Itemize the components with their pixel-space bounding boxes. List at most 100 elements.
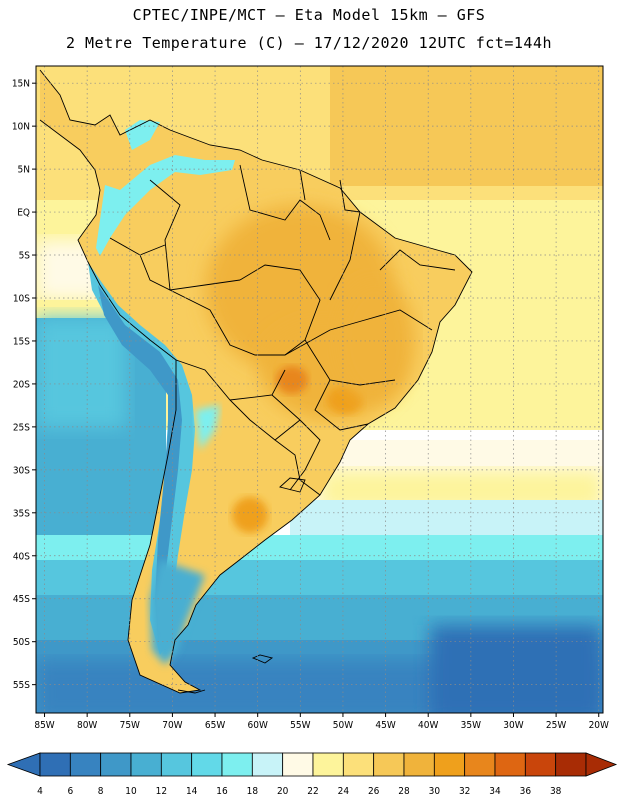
continent: [40, 70, 472, 693]
legend-label: 32: [459, 786, 470, 797]
y-axis: 15N 10N 5N EQ 5S 10S 15S 20S 25S 30S 35S 40S 45S 50S 5…: [12, 79, 36, 691]
legend-label: 24: [338, 786, 350, 797]
grid-lines: [36, 66, 603, 713]
x-tick-label: 65W: [205, 720, 225, 731]
plot-frame: [35, 65, 604, 714]
cold-strip: [125, 120, 160, 150]
coastline: [39, 69, 473, 694]
legend-label: 38: [550, 786, 562, 797]
legend-label: 34: [489, 786, 501, 797]
x-tick-label: 30W: [503, 720, 523, 731]
y-tick-label: 25S: [13, 422, 30, 433]
x-tick-label: 80W: [77, 720, 97, 731]
x-tick-label: 45W: [375, 720, 395, 731]
x-tick-label: 35W: [461, 720, 481, 731]
legend-arrow-low: [6, 752, 41, 777]
y-tick-label: 15N: [12, 79, 30, 90]
y-tick-label: 50S: [13, 637, 30, 648]
country-borders: [39, 69, 473, 694]
legend-swatch: [130, 752, 162, 777]
legend-label: 16: [216, 786, 228, 797]
legend-swatch: [555, 752, 587, 777]
legend-label: 26: [368, 786, 380, 797]
border: [339, 179, 361, 213]
cold-strip: [98, 285, 182, 640]
border: [229, 399, 301, 441]
legend-swatch: [191, 752, 223, 777]
border: [149, 179, 241, 291]
legend-swatch: [39, 752, 71, 777]
warm-region: [335, 280, 415, 400]
y-tick-label: 40S: [13, 551, 30, 562]
border: [299, 169, 306, 201]
field-band: [330, 66, 603, 186]
border: [299, 479, 321, 496]
tierra-del-fuego: [177, 689, 206, 694]
legend-label: 6: [67, 786, 73, 797]
map-area: [36, 66, 603, 713]
lagoon: [279, 477, 306, 493]
legend-label: 10: [125, 786, 137, 797]
legend-swatch: [160, 752, 193, 777]
legend-label: 14: [186, 786, 198, 797]
legend-label: 12: [156, 786, 167, 797]
y-tick-label: EQ: [17, 208, 30, 219]
border: [329, 211, 361, 301]
legend-swatch: [403, 752, 435, 777]
x-tick-label: 20W: [589, 720, 609, 731]
border: [274, 439, 301, 481]
y-tick-label: 35S: [13, 508, 30, 519]
x-tick-label: 60W: [248, 720, 268, 731]
legend-swatch: [494, 752, 526, 777]
legend-swatch: [282, 752, 314, 777]
y-tick-label: 10S: [13, 293, 30, 304]
legend-label: 20: [277, 786, 289, 797]
legend-label: 36: [520, 786, 532, 797]
y-tick-label: 15S: [13, 336, 30, 347]
hot-spot: [276, 366, 308, 394]
legend-swatch: [524, 752, 557, 777]
hot-spot: [232, 497, 268, 533]
cold-strip: [150, 560, 205, 665]
x-tick-label: 55W: [290, 720, 310, 731]
chart-subtitle: 2 Metre Temperature (C) – 17/12/2020 12U…: [65, 34, 553, 52]
land-shape: [40, 70, 472, 693]
legend-swatch: [69, 752, 102, 777]
legend-swatch: [342, 752, 375, 777]
x-tick-label: 85W: [34, 720, 54, 731]
legend-swatch: [100, 752, 132, 777]
legend-label: 28: [398, 786, 410, 797]
border: [304, 339, 396, 386]
legend-label: 30: [429, 786, 441, 797]
chart-title: CPTEC/INPE/MCT – Eta Model 15km – GFS: [132, 6, 486, 24]
cold-strip: [96, 155, 235, 256]
border: [284, 309, 433, 356]
legend-swatch: [373, 752, 405, 777]
border: [314, 379, 369, 431]
cold-strip: [88, 262, 195, 655]
legend-label: 4: [37, 786, 43, 797]
andes-cold-belt: [88, 120, 235, 665]
cold-strip: [195, 405, 220, 450]
legend-swatch: [221, 752, 253, 777]
field-band: [430, 625, 603, 713]
legend-swatch: [312, 752, 344, 777]
y-tick-label: 30S: [13, 465, 30, 476]
x-tick-label: 40W: [418, 720, 438, 731]
color-legend: 4 6 8 10 12 14 16 18 20 22 24 26 28 30 32 34 36 38: [6, 752, 618, 797]
x-tick-label: 75W: [120, 720, 140, 731]
x-tick-label: 50W: [333, 720, 353, 731]
y-tick-label: 5S: [19, 251, 31, 262]
legend-label: 22: [307, 786, 318, 797]
x-tick-label: 25W: [546, 720, 566, 731]
y-tick-label: 5N: [18, 165, 30, 176]
hot-spot: [327, 386, 363, 414]
x-tick-label: 70W: [162, 720, 182, 731]
y-tick-label: 45S: [13, 594, 30, 605]
legend-swatch: [464, 752, 496, 777]
legend-swatch: [433, 752, 466, 777]
legend-arrow-high: [585, 752, 618, 777]
legend-swatch: [251, 752, 284, 777]
legend-label: 8: [98, 786, 104, 797]
